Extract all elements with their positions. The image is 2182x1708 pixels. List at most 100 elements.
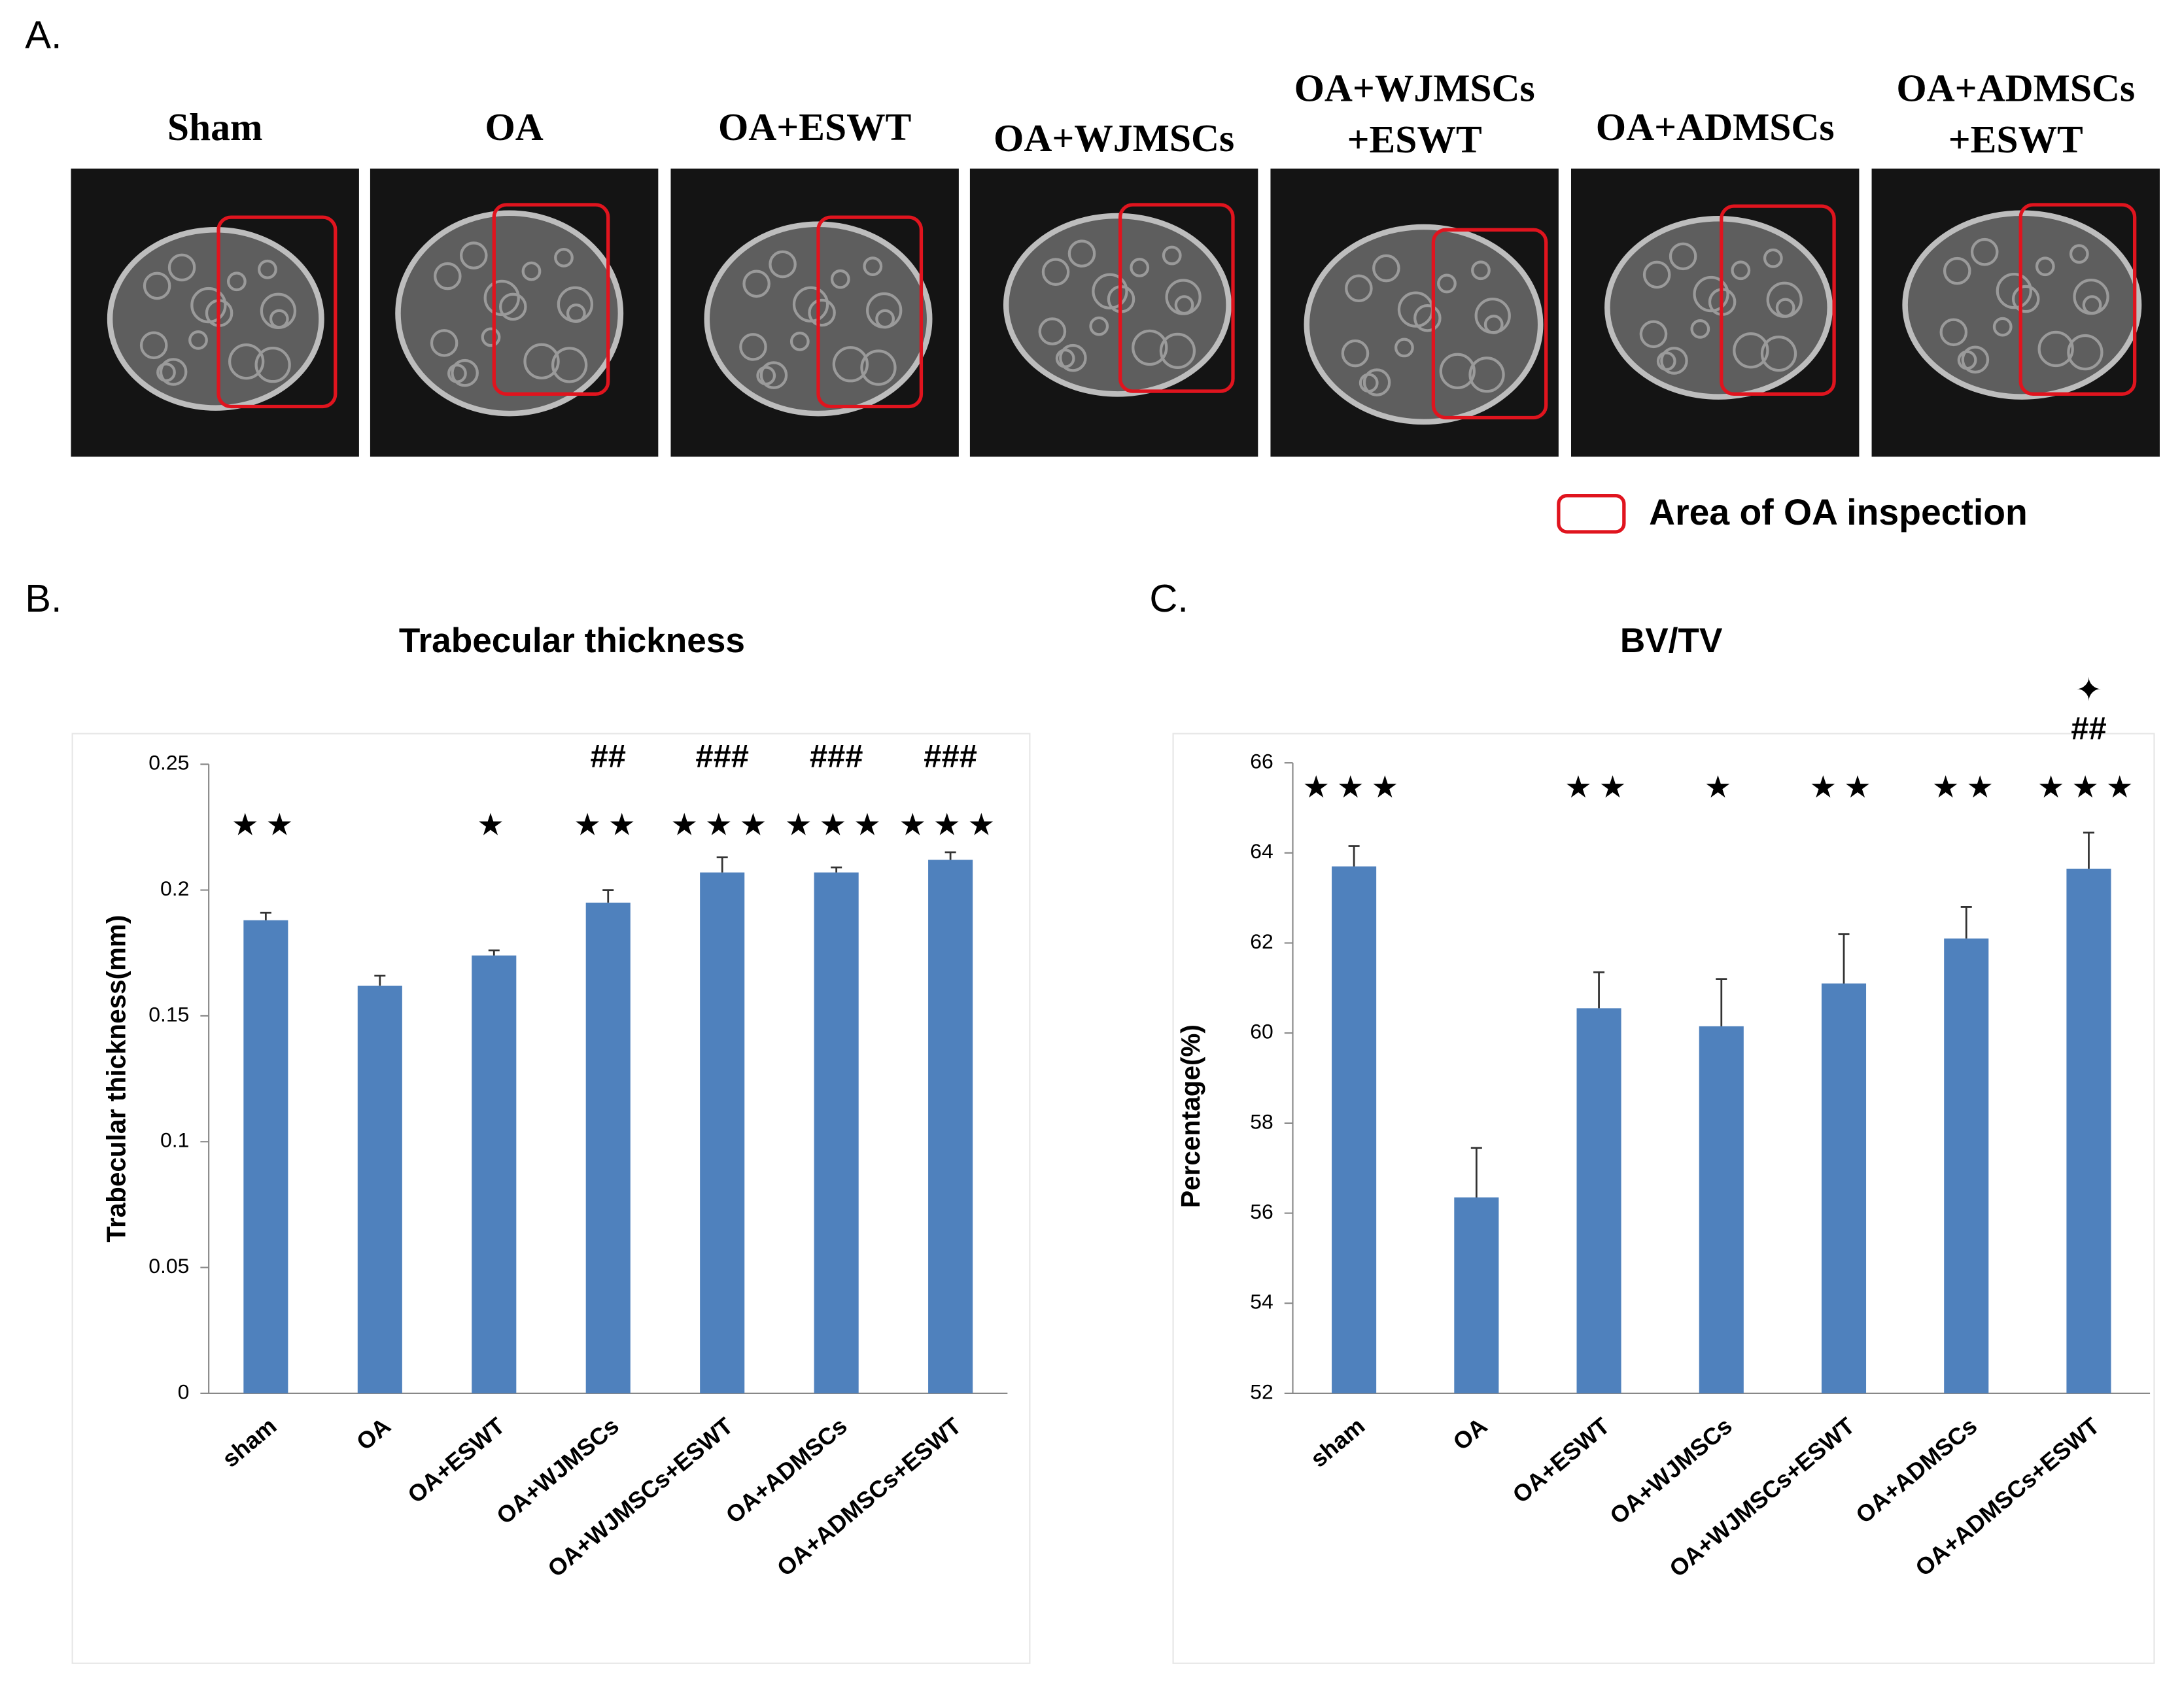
significance-mark: ★★★ <box>2037 770 2141 805</box>
bar <box>928 860 973 1393</box>
y-axis-label: Percentage(%) <box>1175 1024 1205 1208</box>
trabecula <box>1041 258 1070 286</box>
trabecula <box>2011 285 2040 313</box>
trabecula <box>1059 343 1087 372</box>
trabecula <box>863 256 883 276</box>
trabecula <box>434 262 462 290</box>
trabecula <box>1359 373 1379 393</box>
trabecula <box>554 247 574 268</box>
image-label: OA+ADMSCs <box>1896 66 2135 109</box>
y-tick-label: 58 <box>1250 1109 1273 1133</box>
image-label: OA <box>485 105 543 148</box>
bar <box>243 920 288 1393</box>
trabecula <box>1038 317 1067 345</box>
trabecula <box>2069 244 2089 264</box>
image-label: OA+ADMSCs <box>1596 105 1835 148</box>
trabecula <box>1763 248 1783 268</box>
trabecula <box>1474 297 1511 334</box>
bar <box>700 872 745 1393</box>
significance-mark: ★★★ <box>899 808 1002 843</box>
bar <box>1576 1008 1621 1393</box>
trabecula <box>1970 237 1999 266</box>
y-tick-label: 66 <box>1250 750 1273 773</box>
y-tick-label: 0.25 <box>148 751 189 775</box>
image-label: OA+WJMSCs <box>994 116 1234 160</box>
trabecula <box>139 331 168 360</box>
trabecula <box>1471 260 1491 281</box>
trabecula <box>1639 320 1668 349</box>
error-bar <box>260 911 271 920</box>
trabecula <box>156 362 176 383</box>
trabecula <box>2035 256 2055 277</box>
x-tick-label: OA+WJMSCs <box>1604 1412 1737 1529</box>
bar <box>472 955 517 1393</box>
y-tick-label: 54 <box>1250 1290 1273 1314</box>
x-tick-label: OA+WJMSCs+ESWT <box>542 1412 738 1582</box>
trabecula <box>523 343 560 379</box>
trabecula <box>1394 338 1414 358</box>
image-label: +ESWT <box>1347 118 1482 161</box>
y-tick-label: 64 <box>1250 839 1273 863</box>
trabecula <box>1055 348 1075 368</box>
trabecula <box>832 346 869 383</box>
trabecula <box>188 330 208 350</box>
error-bar <box>602 889 614 903</box>
oa-area-box <box>1720 204 1836 396</box>
trabecula <box>1656 351 1676 372</box>
significance-mark: ### <box>695 739 749 775</box>
trabecula <box>1130 258 1150 277</box>
trabecula <box>1690 319 1710 339</box>
image-label: Sham <box>167 105 263 148</box>
trabecula <box>1067 239 1096 268</box>
trabecula <box>1439 353 1476 389</box>
oa-area-box <box>816 215 924 409</box>
significance-mark: ★★ <box>1809 770 1878 805</box>
trabecula <box>551 347 588 383</box>
image-label: +ESWT <box>1948 118 2083 161</box>
bar <box>1699 1026 1744 1393</box>
bar <box>585 902 631 1393</box>
y-tick-label: 56 <box>1250 1200 1273 1223</box>
trabecula <box>1437 273 1457 294</box>
trabecula <box>557 286 594 322</box>
trabecula <box>1939 318 1968 347</box>
bar <box>2066 868 2111 1393</box>
trabecula <box>2067 334 2104 371</box>
significance-mark: ✦ <box>2075 671 2102 708</box>
significance-mark: ## <box>591 739 626 775</box>
significance-mark: ### <box>924 739 977 775</box>
trabecula <box>521 261 542 281</box>
y-tick-label: 0.15 <box>148 1002 189 1026</box>
trabecula <box>258 259 277 279</box>
trabecula <box>143 271 171 300</box>
error-bar <box>1593 971 1605 1009</box>
image-label: OA+ESWT <box>718 105 911 148</box>
trabecula <box>499 292 527 321</box>
trabecula <box>742 270 771 298</box>
bar <box>357 985 402 1393</box>
trabecula <box>1731 260 1751 281</box>
oa-area-box <box>492 203 610 396</box>
significance-mark: ## <box>2071 711 2106 746</box>
trabecula <box>1766 281 1803 318</box>
trabecula <box>1961 345 1990 374</box>
bar <box>814 872 859 1393</box>
trabecula <box>167 253 196 282</box>
significance-mark: ★★ <box>232 808 300 843</box>
error-bar <box>1960 906 1972 939</box>
trabecula <box>481 327 501 347</box>
trabecula <box>2073 278 2109 315</box>
error-bar <box>1716 978 1727 1026</box>
trabecula <box>447 363 467 383</box>
trabecula <box>739 333 767 361</box>
error-bar <box>488 949 500 956</box>
error-bar <box>831 866 842 873</box>
trabecula <box>228 343 265 380</box>
error-bar <box>374 975 386 986</box>
x-tick-label: OA <box>1447 1412 1492 1455</box>
image-label: OA+WJMSCs <box>1294 66 1535 109</box>
trabecula <box>860 349 897 386</box>
significance-mark: ★★★ <box>670 808 774 843</box>
x-tick-label: OA+ESWT <box>402 1412 510 1508</box>
